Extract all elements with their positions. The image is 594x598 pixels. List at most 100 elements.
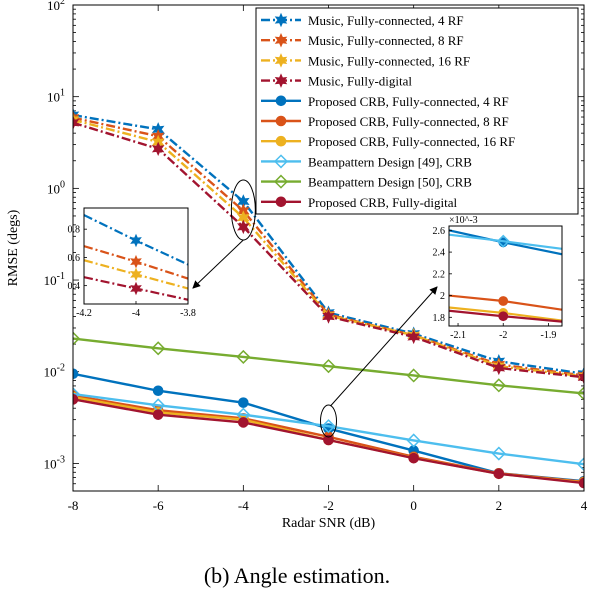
legend-item-2: Music, Fully-connected, 8 RF [261,32,464,48]
inset-y-tick-label: 2 [440,291,445,302]
legend-marker [275,115,287,127]
legend-label: Proposed CRB, Fully-connected, 16 RF [308,134,515,149]
legend-marker [274,12,288,28]
data-point-series-4 [492,360,506,376]
y-tick-label: 101 [47,88,65,105]
rmse-chart: 10-3 10-2 10-1 100 101 102 -8 -6 -4 -2 0 2 4 Radar SN… [6,0,588,531]
inset-y-tick-label: 1.8 [433,313,446,324]
legend-label: Beampattern Design [50], CRB [308,175,472,190]
inset-series-line-2 [449,233,562,250]
legend-label: Proposed CRB, Fully-connected, 8 RF [308,114,509,129]
x-tick-label: 0 [410,498,417,513]
legend-item-4: Music, Fully-digital [261,73,412,89]
y-axis-label: RMSE (degs) [6,209,21,286]
y-tick-label: 100 [47,179,65,196]
data-point-series-9 [576,386,584,401]
legend-item-7: Proposed CRB, Fully-connected, 16 RF [261,134,515,149]
data-point-series-4 [151,141,165,157]
inset-y-tick-label: 2.2 [433,269,446,280]
legend-item-1: Music, Fully-connected, 4 RF [261,12,464,28]
series-4 [73,115,584,385]
data-point-series-4 [73,115,80,130]
legend-label: Music, Fully-connected, 4 RF [308,13,464,28]
plot-border [72,4,585,492]
legend-marker [273,174,289,189]
legend-marker [274,53,288,68]
legend-label: Music, Fully-connected, 8 RF [308,33,464,48]
legend-box [255,7,579,215]
figure-caption: (b) Angle estimation. [203,563,391,588]
data-point-series-5 [238,397,249,408]
inset-x-tick-label: -4 [132,308,140,319]
data-point-series-9 [321,359,336,374]
zoom-arrow-b [330,286,438,407]
data-point-series-10 [408,452,419,464]
legend-marker [275,95,287,107]
inset-y-tick-label: 2.4 [433,248,446,259]
legend-label: Beampattern Design [49], CRB [308,154,472,169]
data-point-series-9 [151,341,166,356]
inset-x-tick-label: -2 [499,330,507,341]
x-tick-label: -2 [323,498,334,513]
inset-y-tick-label: 0.8 [68,225,81,236]
inset-zoom-b: -2.1 -2 -1.9 1.8 2 2.2 2.4 2.6×10^-3 [433,215,564,341]
legend: Music, Fully-connected, 4 RF Music, Fully… [255,7,579,215]
inset-x-tick-label: -4.2 [76,308,92,319]
legend-marker [273,154,289,169]
data-point-series-10 [493,468,505,480]
data-point-series-10 [152,409,164,420]
inset-data-point-5 [498,311,509,322]
data-point-series-9 [491,378,506,393]
inset-zoom-a: -4.2 -4 -3.8 0.4 0.6 0.8 [68,206,196,319]
inset-data-point-4 [130,281,142,296]
plot-area [73,107,584,489]
inset-data-point-2 [130,254,142,269]
legend-marker [274,73,288,88]
series-10 [73,394,584,489]
x-tick-label: -4 [238,498,249,513]
series-9 [73,331,584,401]
legend-item-9: Beampattern Design [50], CRB [261,174,472,190]
data-point-series-8 [406,433,421,448]
inset-y-tick-label: 2.6 [433,226,446,237]
y-tick-label: 10-1 [44,271,65,288]
inset-exponent-label: ×10^-3 [449,215,478,226]
series-line-8 [73,392,584,466]
data-point-series-5 [152,385,164,397]
inset-y-tick-label: 0.6 [68,253,81,264]
legend-item-10: Proposed CRB, Fully-digital [261,195,458,210]
data-point-series-8 [73,387,81,402]
legend-item-6: Proposed CRB, Fully-connected, 8 RF [261,114,509,129]
inset-data-point-3 [130,267,142,282]
data-point-series-9 [73,331,81,346]
data-point-series-4 [577,370,584,385]
data-point-series-10 [578,477,584,489]
inset-lines [449,229,562,323]
inset-y-tick-label: 0.4 [68,281,81,292]
data-point-series-5 [73,368,79,380]
inset-x-tick-label: -1.9 [541,330,557,341]
y-tick-label: 10-3 [44,454,65,471]
zoom-arrow-a [192,239,244,289]
legend-label: Proposed CRB, Fully-connected, 4 RF [308,94,509,109]
data-point-series-10 [323,434,334,446]
data-point-series-10 [238,417,249,428]
legend-label: Proposed CRB, Fully-digital [308,195,458,210]
data-point-series-10 [73,394,79,405]
y-tick-label: 10-2 [44,363,65,380]
axes: 10-3 10-2 10-1 100 101 102 -8 -6 -4 -2 0 2 4 Radar SN… [6,0,588,531]
legend-item-8: Beampattern Design [49], CRB [261,154,472,169]
inset-data-point-1 [130,233,142,248]
data-point-series-4 [237,219,250,235]
legend-item-3: Music, Fully-connected, 16 RF [261,53,470,68]
x-tick-label: -8 [68,498,79,513]
data-point-series-4 [322,309,335,324]
inset-data-point-2 [496,234,510,248]
legend-marker [274,32,288,48]
legend-marker [275,196,287,208]
data-point-series-4 [407,329,420,345]
data-point-series-9 [406,368,421,383]
inset-border [448,225,563,327]
data-point-series-9 [236,349,251,364]
x-tick-label: 4 [581,498,588,513]
